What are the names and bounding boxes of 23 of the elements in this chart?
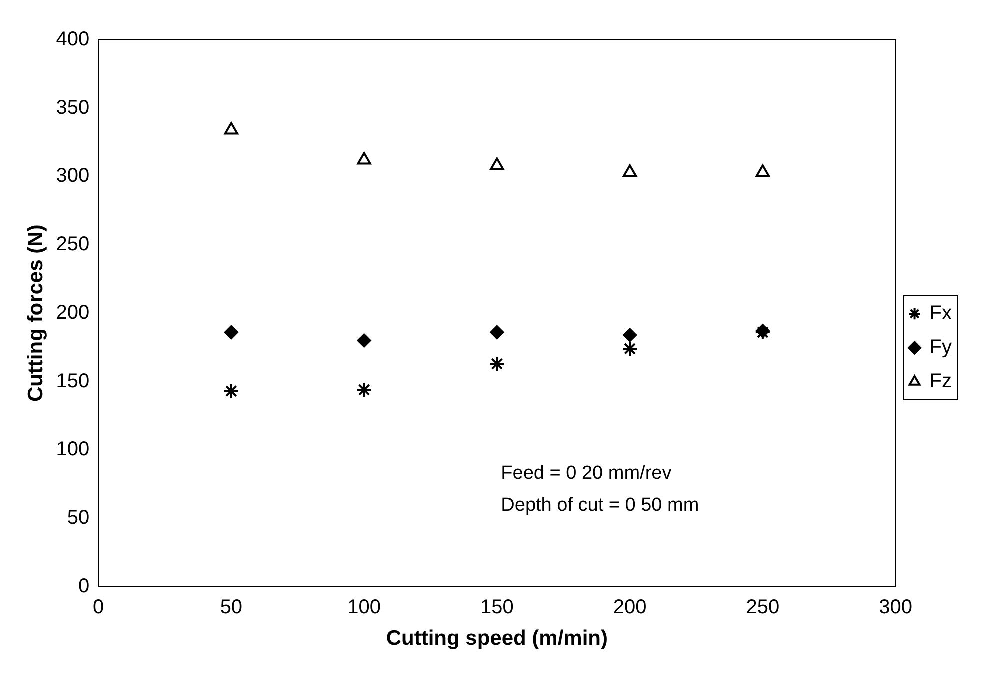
x-tick-label: 50	[220, 596, 243, 618]
legend-label: Fx	[930, 302, 952, 325]
x-tick-label: 250	[746, 596, 780, 618]
x-tick-label: 300	[879, 596, 912, 618]
annotation: Feed = 0 20 mm/rev	[501, 463, 672, 484]
y-tick-label: 250	[56, 234, 90, 256]
y-tick-label: 50	[67, 506, 90, 529]
legend-label: Fz	[930, 370, 952, 393]
y-tick-label: 0	[78, 575, 90, 598]
x-tick-label: 200	[613, 596, 647, 618]
x-tick-label: 100	[348, 596, 381, 618]
y-axis-title: Cutting forces (N)	[24, 224, 48, 402]
annotation: Depth of cut = 0 50 mm	[501, 495, 700, 516]
y-tick-label: 100	[56, 438, 90, 461]
x-tick-label: 0	[93, 596, 104, 618]
x-axis-title: Cutting speed (m/min)	[386, 627, 608, 650]
x-tick-label: 150	[480, 596, 514, 618]
y-tick-label: 400	[56, 28, 90, 51]
y-tick-label: 200	[56, 302, 90, 324]
y-tick-label: 300	[56, 165, 90, 188]
legend-label: Fy	[930, 336, 952, 359]
y-tick-label: 150	[56, 370, 90, 392]
y-tick-label: 350	[56, 96, 90, 119]
